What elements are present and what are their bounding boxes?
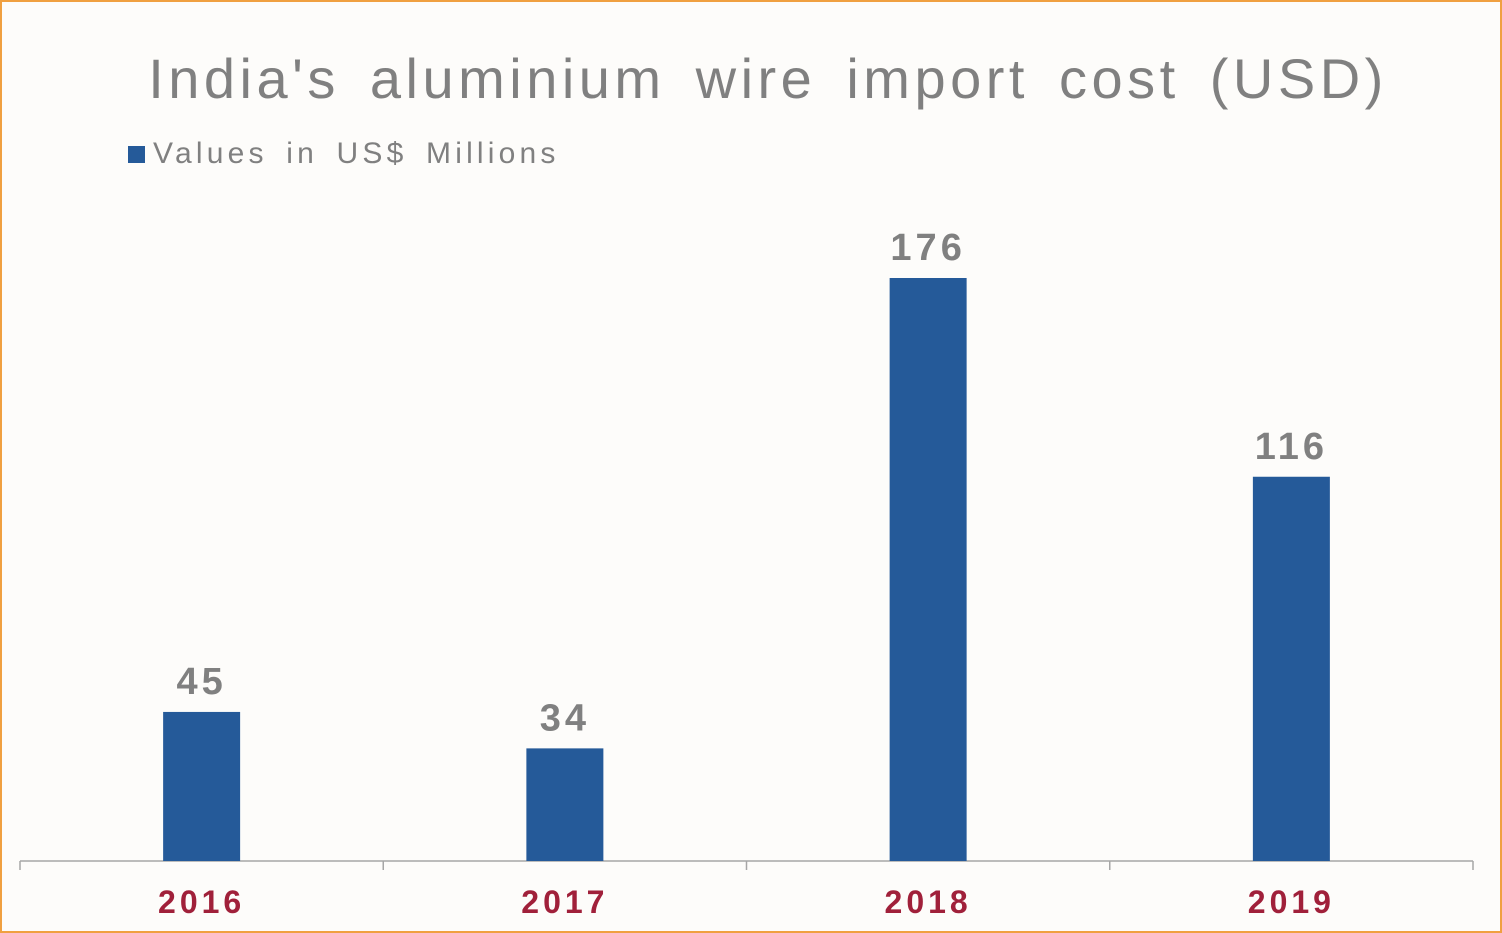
bar-2019 [1252, 476, 1330, 861]
data-label: 116 [1255, 426, 1328, 468]
legend-label: Values in US$ Millions [153, 137, 560, 170]
bar-2017 [526, 748, 604, 861]
legend-swatch [128, 145, 145, 163]
x-tick-label: 2016 [158, 884, 245, 920]
x-tick-label: 2017 [521, 884, 608, 920]
x-tick-label: 2019 [1248, 884, 1335, 920]
bar-2016 [163, 711, 241, 861]
data-label: 176 [890, 227, 965, 269]
bar-2018 [889, 278, 967, 861]
data-label: 34 [540, 697, 590, 739]
data-label: 45 [176, 661, 226, 703]
legend: Values in US$ Millions [128, 134, 560, 174]
x-tick-label: 2018 [885, 884, 972, 920]
chart-title: India's aluminium wire import cost (USD) [148, 47, 1388, 110]
